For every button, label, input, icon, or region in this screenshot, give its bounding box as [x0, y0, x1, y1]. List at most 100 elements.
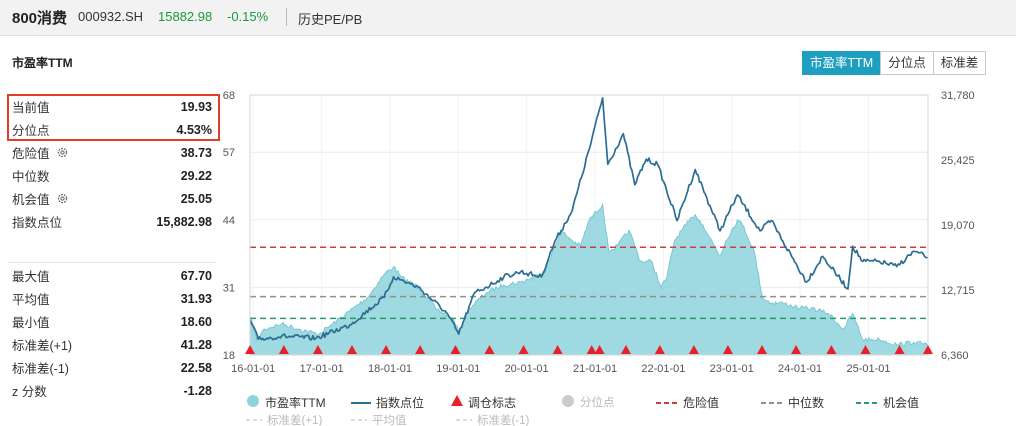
legend-label: 标准差(-1) — [477, 415, 530, 426]
legend-label: 分位点 — [580, 397, 615, 409]
plot-frame — [249, 94, 929, 356]
stat-row-sd-minus: 标准差(-1) 22.58 — [8, 356, 216, 379]
rebalance-marker — [894, 345, 905, 354]
stats-top-panel: 当前值 19.93 分位点 4.53% 危险值 38.73 中位数 29.22 … — [8, 95, 216, 233]
history-pe-pb-link[interactable]: 历史PE/PB — [298, 12, 363, 27]
legend-item-sd_minus[interactable]: 标准差(-1) — [456, 412, 561, 426]
legend-symbol-median — [761, 395, 783, 409]
stat-row-danger: 危险值 38.73 — [8, 141, 216, 164]
stats-divider — [8, 262, 216, 263]
stat-label: 最小值 — [12, 316, 50, 330]
stat-row-min: 最小值 18.60 — [8, 310, 216, 333]
rebalance-marker — [450, 345, 461, 354]
stat-label: 标准差(+1) — [12, 339, 73, 353]
stat-label: 危险值 — [12, 147, 50, 161]
right-axis-tick-label: 31,780 — [941, 90, 975, 102]
left-axis-tick-label: 68 — [223, 90, 235, 102]
legend-symbol-danger — [656, 395, 678, 409]
index-level-line-series — [249, 97, 929, 341]
legend-item-pe[interactable]: 市盈率TTM — [246, 394, 351, 411]
rebalance-marker — [415, 345, 426, 354]
legend-symbol-rebalance — [451, 395, 463, 409]
legend-label: 平均值 — [372, 415, 407, 426]
legend-item-opportunity[interactable]: 机会值 — [856, 394, 946, 411]
legend-symbol-opportunity — [856, 395, 878, 409]
legend-symbol-mean — [351, 414, 367, 426]
legend-label: 标准差(+1) — [267, 415, 323, 426]
stat-value-opportunity: 25.05 — [180, 191, 212, 206]
stat-label: 平均值 — [12, 293, 50, 307]
stat-value-max: 67.70 — [180, 268, 212, 283]
top-bar: 800消费 000932.SH 15882.98 -0.15% 历史PE/PB — [0, 0, 1016, 36]
stat-value-current: 19.93 — [180, 99, 212, 114]
x-axis-tick-label: 17-01-01 — [300, 363, 344, 375]
rebalance-marker — [826, 345, 837, 354]
stat-label: z 分数 — [12, 385, 47, 399]
legend-item-sd_plus[interactable]: 标准差(+1) — [246, 412, 351, 426]
legend-item-median[interactable]: 中位数 — [761, 394, 856, 411]
legend-label: 危险值 — [683, 395, 720, 410]
tab-pe-ttm[interactable]: 市盈率TTM — [802, 51, 882, 75]
x-axis-tick-label: 24-01-01 — [778, 363, 822, 375]
rebalance-marker — [620, 345, 631, 354]
stat-row-percentile: 分位点 4.53% — [8, 118, 216, 141]
rebalance-marker — [586, 345, 597, 354]
legend-label: 中位数 — [788, 395, 825, 410]
stat-label: 指数点位 — [12, 216, 63, 230]
rebalance-marker — [688, 345, 699, 354]
gear-icon[interactable] — [56, 192, 69, 205]
stat-row-median: 中位数 29.22 — [8, 164, 216, 187]
stat-value-danger: 38.73 — [180, 145, 212, 160]
left-axis-tick-label: 44 — [223, 215, 235, 227]
rebalance-marker — [757, 345, 768, 354]
header-separator — [286, 8, 287, 26]
x-axis-tick-label: 22-01-01 — [641, 363, 685, 375]
stat-row-index-level: 指数点位 15,882.98 — [8, 210, 216, 233]
rebalance-marker — [484, 345, 495, 354]
x-axis-tick-label: 25-01-01 — [846, 363, 890, 375]
stat-label: 最大值 — [12, 270, 50, 284]
legend-item-mean[interactable]: 平均值 — [351, 412, 456, 426]
stat-value-sd-minus: 22.58 — [180, 360, 212, 375]
rebalance-marker — [923, 345, 933, 354]
index-code: 000932.SH — [78, 9, 144, 24]
gear-icon[interactable] — [56, 146, 69, 159]
legend-item-percentile[interactable]: 分位点 — [561, 394, 656, 411]
legend-item-index[interactable]: 指数点位 — [351, 394, 451, 411]
right-axis-tick-label: 25,425 — [941, 155, 975, 167]
legend-item-danger[interactable]: 危险值 — [656, 394, 761, 411]
legend-label: 市盈率TTM — [265, 395, 326, 410]
rebalance-marker — [346, 345, 357, 354]
stat-label: 当前值 — [12, 101, 50, 115]
rebalance-marker — [312, 345, 323, 354]
legend-item-rebalance[interactable]: 调仓标志 — [451, 394, 561, 411]
rebalance-marker — [518, 345, 529, 354]
legend-symbol-pe — [246, 394, 260, 411]
right-axis-tick-label: 6,360 — [941, 350, 969, 362]
stat-label: 中位数 — [12, 170, 50, 184]
right-axis-tick-label: 19,070 — [941, 220, 975, 232]
stat-row-sd-plus: 标准差(+1) 41.28 — [8, 333, 216, 356]
stat-value-median: 29.22 — [180, 168, 212, 183]
tab-percentile[interactable]: 分位点 — [880, 51, 934, 75]
stat-value-zscore: -1.28 — [183, 383, 213, 398]
pe-ttm-area-series — [249, 202, 929, 356]
rebalance-marker — [552, 345, 563, 354]
rebalance-marker — [654, 345, 665, 354]
right-axis-tick-label: 12,715 — [941, 285, 975, 297]
legend-symbol-index — [351, 395, 371, 409]
rebalance-marker — [860, 345, 871, 354]
stat-value-min: 18.60 — [180, 314, 212, 329]
stat-row-opportunity: 机会值 25.05 — [8, 187, 216, 210]
rebalance-marker — [278, 345, 289, 354]
legend-row-secondary: 标准差(+1) 平均值 标准差(-1) — [246, 411, 946, 426]
stat-row-max: 最大值 67.70 — [8, 264, 216, 287]
x-axis-tick-label: 23-01-01 — [710, 363, 754, 375]
legend-row-primary: 市盈率TTM 指数点位 调仓标志 分位点 危险值 中位数 机会值 — [246, 393, 946, 411]
tab-std-dev[interactable]: 标准差 — [932, 51, 987, 75]
stats-bottom-panel: 最大值 67.70 平均值 31.93 最小值 18.60 标准差(+1) 41… — [8, 264, 216, 402]
chart-legend: 市盈率TTM 指数点位 调仓标志 分位点 危险值 中位数 机会值 标准差(+1) 平均值 标准差… — [246, 393, 946, 426]
stat-label: 分位点 — [12, 124, 50, 138]
index-change: -0.15% — [227, 9, 269, 24]
